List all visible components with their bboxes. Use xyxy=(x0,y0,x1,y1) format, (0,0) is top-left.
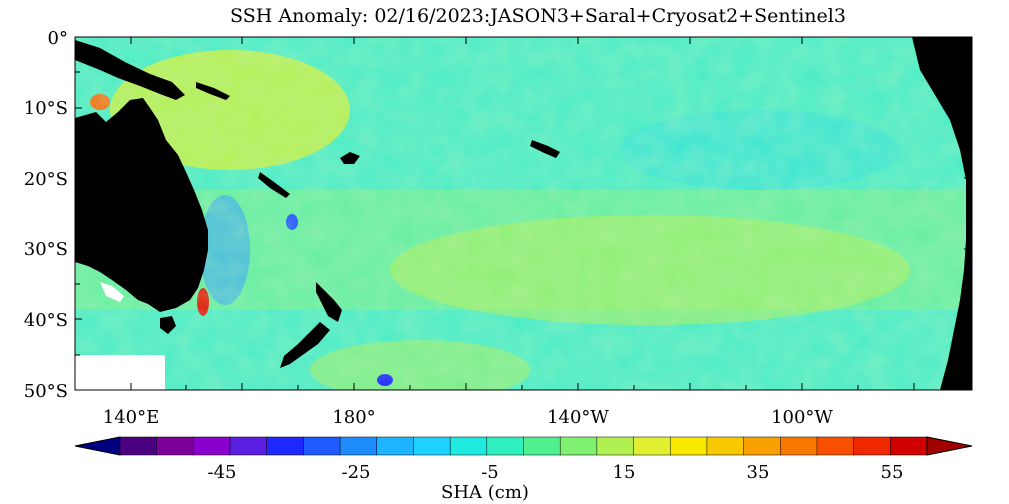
colorbar-tick-label: -25 xyxy=(342,462,371,483)
lat-tick-label: 30°S xyxy=(24,239,68,260)
colorbar-cell xyxy=(156,436,194,456)
colorbar-tick-label: 55 xyxy=(881,462,904,483)
new-zealand-north-island xyxy=(316,282,342,322)
colorbar: -45 -25 -5 15 35 55 SHA (cm) xyxy=(74,436,973,503)
colorbar-tick-label: -5 xyxy=(481,462,499,483)
new-guinea-landmass xyxy=(75,40,185,100)
tasmania-landmass xyxy=(160,316,176,334)
australia-landmass xyxy=(75,98,208,312)
no-data-coastal-strip xyxy=(100,282,124,302)
colorbar-tick-label: 15 xyxy=(613,462,636,483)
colorbar-cell xyxy=(596,436,635,456)
colorbar-tick-label: 35 xyxy=(747,462,770,483)
latitude-axis: 0° 10°S 20°S 30°S 40°S 50°S xyxy=(24,28,972,402)
colorbar-cell xyxy=(193,436,231,456)
south-america-landmass xyxy=(912,37,972,390)
no-data-region xyxy=(75,355,165,390)
colorbar-cell xyxy=(449,436,488,456)
lat-tick-label: 20°S xyxy=(24,169,68,190)
lon-tick-label: 140°W xyxy=(547,407,609,428)
colorbar-cell xyxy=(853,436,891,456)
map-panel xyxy=(75,37,972,390)
tahiti-islands xyxy=(530,140,560,158)
colorbar-cell xyxy=(486,436,525,456)
new-caledonia xyxy=(258,172,290,198)
new-zealand-south-island xyxy=(280,322,330,368)
lat-tick-label: 10°S xyxy=(24,98,68,119)
colorbar-tick-label: -45 xyxy=(208,462,237,483)
lat-tick-label: 40°S xyxy=(24,310,68,331)
lon-tick-label: 180° xyxy=(332,407,375,428)
colorbar-high-arrow xyxy=(926,436,973,456)
colorbar-cell xyxy=(339,436,378,456)
colorbar-cell xyxy=(706,436,745,456)
lat-tick-marks xyxy=(75,36,972,356)
fiji-islands xyxy=(340,152,360,164)
solomon-islands xyxy=(196,82,230,100)
colorbar-cell xyxy=(119,436,158,456)
colorbar-cell xyxy=(559,436,598,456)
colorbar-cell xyxy=(816,436,855,456)
colorbar-cell xyxy=(780,436,818,456)
colorbar-cell xyxy=(633,436,671,456)
lon-tick-marks xyxy=(130,37,915,390)
colorbar-cell xyxy=(266,436,304,456)
longitude-axis: 140°E 180° 140°W 100°W xyxy=(103,37,915,428)
lat-tick-label: 50°S xyxy=(24,381,68,402)
colorbar-cell xyxy=(743,436,781,456)
lat-tick-label: 0° xyxy=(48,28,68,49)
colorbar-cell xyxy=(303,436,341,456)
lon-tick-label: 140°E xyxy=(103,407,160,428)
colorbar-cell xyxy=(523,436,561,456)
colorbar-cell xyxy=(376,436,414,456)
colorbar-cell xyxy=(413,436,451,456)
colorbar-cell xyxy=(669,436,708,456)
colorbar-cell xyxy=(890,436,928,456)
colorbar-cell xyxy=(229,436,268,456)
colorbar-label: SHA (cm) xyxy=(441,482,529,503)
colorbar-low-arrow xyxy=(74,436,121,456)
lon-tick-label: 100°W xyxy=(771,407,833,428)
colorbar-cells xyxy=(119,436,928,456)
map-title: SSH Anomaly: 02/16/2023:JASON3+Saral+Cry… xyxy=(230,5,846,27)
